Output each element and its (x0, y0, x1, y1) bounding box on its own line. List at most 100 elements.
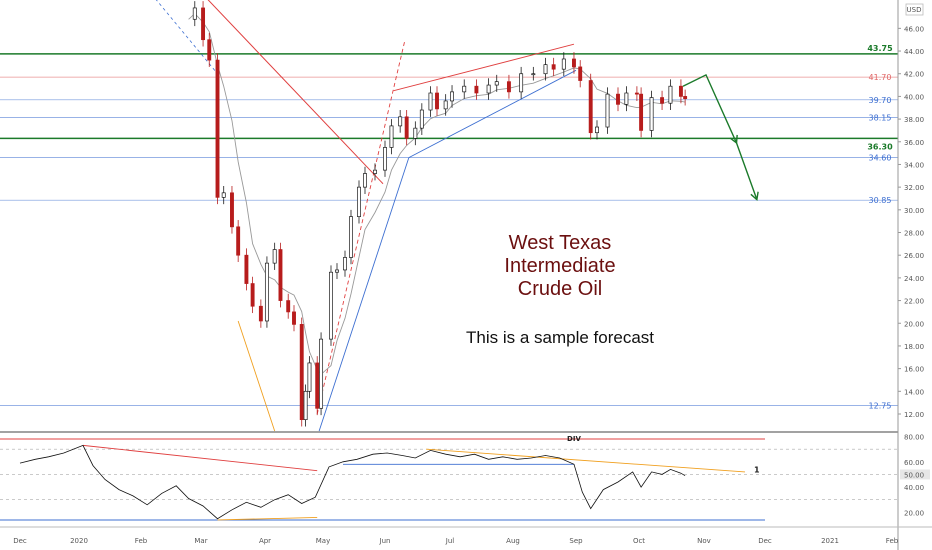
candle-body (329, 271, 333, 340)
candle-body (363, 173, 367, 188)
candle-body (343, 257, 347, 271)
candle-body (678, 85, 683, 97)
candle-body (286, 300, 291, 313)
time-tick-label: Sep (569, 537, 583, 545)
candle-body (221, 192, 226, 198)
price-levels (0, 53, 898, 406)
price-tick-label: 18.00 (904, 343, 924, 351)
candle-body (683, 96, 688, 100)
candle-body (335, 269, 339, 273)
rsi-line (19, 444, 686, 520)
candle-body (624, 92, 629, 105)
candle-body (236, 226, 241, 256)
candle-body (292, 311, 296, 325)
time-tick-label: Feb (135, 537, 148, 545)
time-tick-label: Jul (445, 537, 455, 545)
candle-body (264, 262, 269, 322)
orange-line (237, 320, 276, 432)
candle-body (315, 362, 320, 409)
candle-body (428, 92, 433, 111)
candle-body (649, 97, 654, 131)
rsi-divergence-line-orange (426, 448, 746, 473)
candle-body (486, 84, 491, 94)
candle-body (258, 305, 263, 322)
candle-body (639, 93, 644, 131)
price-tick-label: 42.00 (904, 71, 924, 79)
price-tick-label: 34.00 (904, 161, 924, 169)
candle-body (419, 109, 424, 129)
candle-body (383, 147, 387, 171)
candles (192, 1, 688, 427)
dashed-trendline-blue (155, 0, 218, 74)
price-tick-label: 44.00 (904, 48, 924, 56)
rsi-divergence-line-red (82, 444, 318, 472)
candle-body (588, 80, 593, 134)
price-tick-label: 16.00 (904, 366, 924, 374)
candle-body (272, 249, 277, 264)
annotation-title-line: Intermediate (504, 255, 616, 277)
level-label: 39.70 (869, 96, 892, 105)
annotation-title: West Texas Intermediate Crude Oil (470, 232, 650, 301)
level-label: 30.85 (869, 196, 892, 205)
candle-body (435, 92, 439, 110)
forecast-arrowhead (750, 191, 759, 201)
rsi-panel: DIV 1 (0, 435, 898, 521)
candle-body (578, 66, 583, 81)
candle-body (404, 116, 409, 139)
time-tick-label: 2020 (70, 537, 88, 545)
candle-body (357, 186, 361, 217)
time-tick-label: Dec (758, 537, 772, 545)
time-tick-label: Mar (194, 537, 207, 545)
candle-body (319, 338, 324, 409)
level-label: 36.30 (867, 142, 893, 151)
level-labels: 43.75 41.70 39.70 38.15 36.30 34.60 30.85 12.75 (867, 44, 893, 411)
rsi-tick-label: 80.00 (904, 434, 924, 442)
currency-box (905, 3, 924, 16)
candle-body (519, 73, 524, 93)
moving-averages (188, 12, 686, 375)
level-label: 43.75 (867, 44, 893, 53)
time-tick-label: Jun (379, 537, 391, 545)
candle-body (616, 93, 620, 105)
forecast-path (682, 73, 758, 200)
candle-body (373, 169, 377, 174)
rsi-tick-label: 60.00 (904, 459, 924, 467)
candle-body (201, 7, 206, 41)
candle-body (462, 85, 467, 93)
candle-body (443, 100, 448, 110)
time-tick-label: Aug (506, 537, 520, 545)
time-tick-label: Dec (13, 537, 27, 545)
price-tick-label: 12.00 (904, 411, 924, 419)
candle-body (506, 81, 511, 93)
candle-body (450, 91, 454, 102)
time-tick-label: 2021 (821, 537, 839, 545)
rsi-tick-label: 20.00 (904, 509, 924, 517)
rsi-support-orange (217, 516, 318, 521)
candle-body (551, 64, 556, 70)
annotation-title-line: West Texas (508, 232, 612, 254)
price-tick-label: 32.00 (904, 184, 924, 192)
forecast-arrowhead (729, 134, 738, 145)
candle-body (398, 116, 403, 127)
candle-body (572, 58, 576, 68)
candle-body (605, 93, 610, 128)
candle-body (192, 7, 197, 20)
candle-body (474, 85, 479, 94)
candle-body (668, 85, 673, 104)
candle-body (207, 39, 212, 61)
candle-body (494, 81, 499, 86)
candle-body (349, 216, 353, 258)
price-tick-label: 30.00 (904, 207, 924, 215)
candle-body (244, 254, 249, 284)
bear-trendline (207, 0, 384, 185)
candle-body (303, 390, 308, 421)
trendlines (155, 0, 577, 432)
time-tick-label: Apr (259, 537, 271, 545)
candle-body (531, 73, 536, 76)
rising-support-line (318, 157, 410, 432)
rising-resistance-line (393, 43, 575, 92)
candle-body (561, 58, 566, 70)
annotation-subtitle: This is a sample forecast (465, 328, 654, 347)
rsi-tick-label: 40.00 (904, 484, 924, 492)
